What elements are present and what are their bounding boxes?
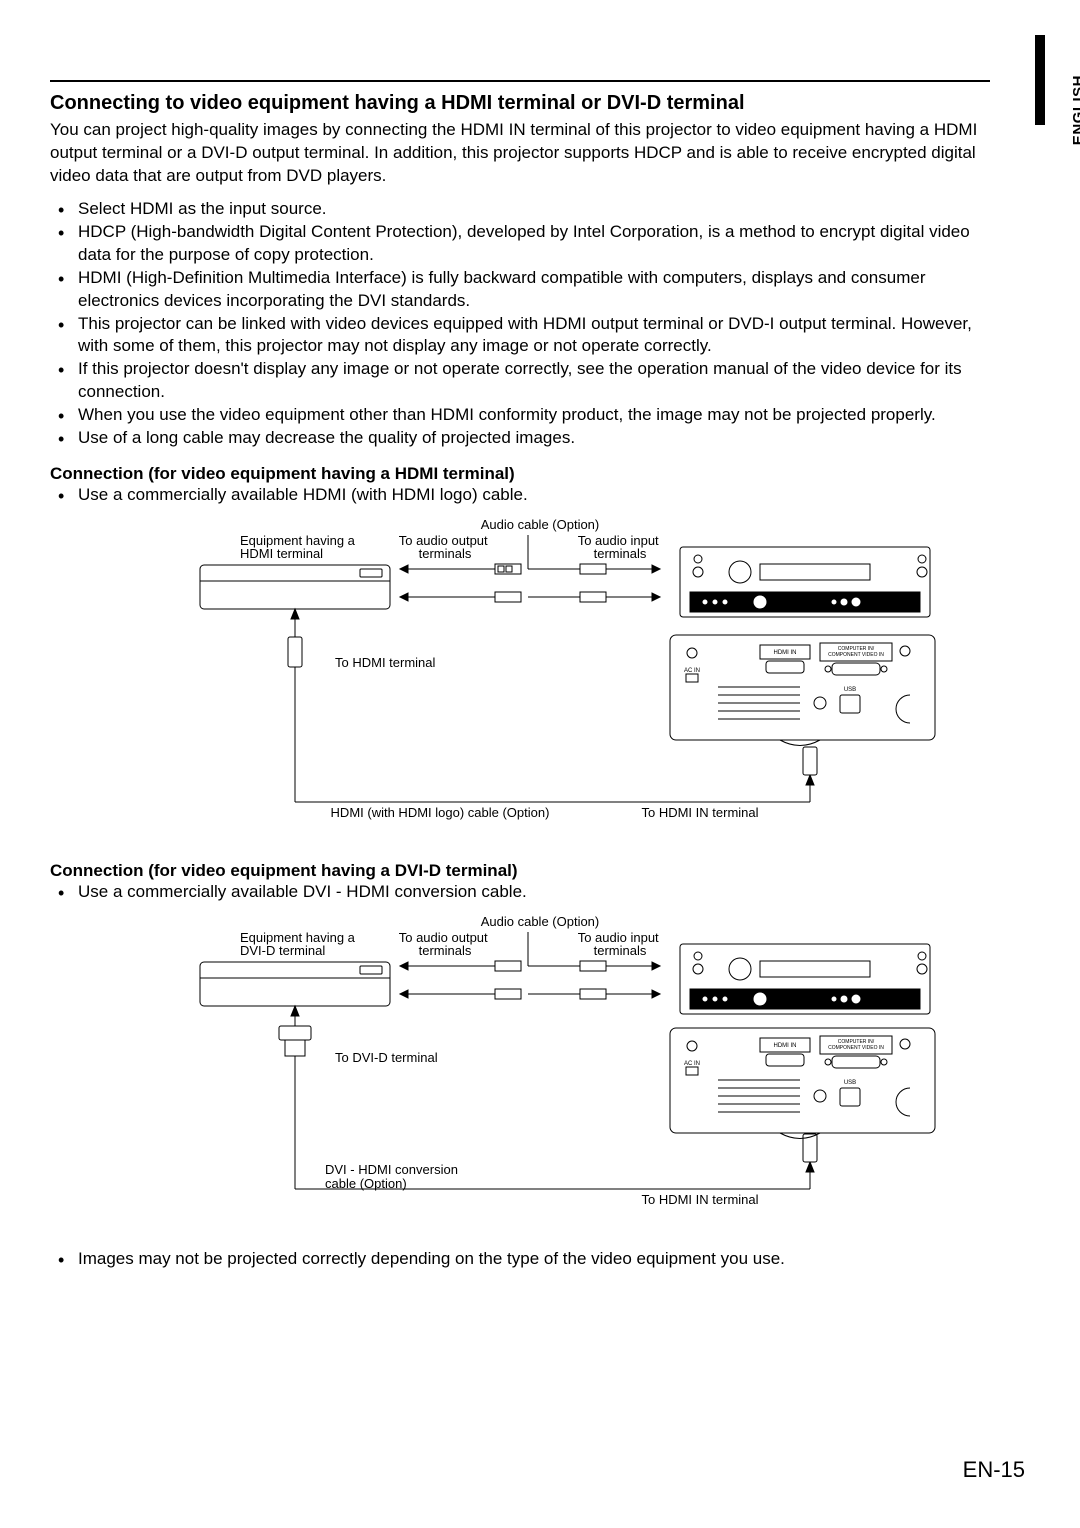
svg-text:HDMI IN: HDMI IN <box>774 650 797 656</box>
hdmi-section-title: Connection (for video equipment having a… <box>50 464 1030 484</box>
terminal-label: To HDMI terminal <box>335 655 436 670</box>
main-bullet-list: Select HDMI as the input source. HDCP (H… <box>50 198 990 450</box>
audio-out-label: To audio output terminals <box>399 533 492 561</box>
list-item: This projector can be linked with video … <box>50 313 990 359</box>
list-item: HDCP (High-bandwidth Digital Content Pro… <box>50 221 990 267</box>
list-item: Use a commercially available DVI - HDMI … <box>50 881 990 904</box>
equipment-label: Equipment having a HDMI terminal <box>240 533 359 561</box>
hdmi-sub-list: Use a commercially available HDMI (with … <box>50 484 990 507</box>
list-item: If this projector doesn't display any im… <box>50 358 990 404</box>
list-item: Images may not be projected correctly de… <box>50 1248 990 1271</box>
hdmi-in-label: To HDMI IN terminal <box>641 1192 758 1207</box>
svg-text:AC IN: AC IN <box>684 668 700 674</box>
audio-cable-label: Audio cable (Option) <box>481 517 600 532</box>
hdmi-diagram: Audio cable (Option) Equipment having a … <box>140 517 940 837</box>
top-rule <box>50 80 990 82</box>
list-item: When you use the video equipment other t… <box>50 404 990 427</box>
dvid-section-title: Connection (for video equipment having a… <box>50 861 1030 881</box>
svg-text:COMPONENT VIDEO IN: COMPONENT VIDEO IN <box>828 1045 884 1051</box>
page-heading: Connecting to video equipment having a H… <box>50 92 1030 115</box>
svg-text:USB: USB <box>844 1080 856 1086</box>
cable-label: DVI - HDMI conversion cable (Option) <box>325 1162 462 1191</box>
terminal-label: To DVI-D terminal <box>335 1050 438 1065</box>
projector-icon: AC IN HDMI IN COMPUTER IN/ COMPONENT VID… <box>670 1028 935 1139</box>
svg-text:USB: USB <box>844 687 856 693</box>
hdmi-in-label: To HDMI IN terminal <box>641 805 758 820</box>
audio-out-label: To audio output terminals <box>399 930 492 958</box>
side-tab <box>1035 35 1045 125</box>
list-item: Use a commercially available HDMI (with … <box>50 484 990 507</box>
projector-icon: AC IN HDMI IN COMPUTER IN/ COMPONENT VID… <box>670 635 935 746</box>
audio-in-label: To audio input terminals <box>578 533 663 561</box>
page-number: EN-15 <box>963 1457 1025 1483</box>
svg-text:HDMI IN: HDMI IN <box>774 1043 797 1049</box>
audio-cable-label: Audio cable (Option) <box>481 914 600 929</box>
cable-label: HDMI (with HDMI logo) cable (Option) <box>331 805 550 820</box>
intro-paragraph: You can project high-quality images by c… <box>50 119 990 188</box>
language-label: ENGLISH <box>1070 75 1080 145</box>
list-item: Select HDMI as the input source. <box>50 198 990 221</box>
dvid-diagram: Audio cable (Option) Equipment having a … <box>140 914 940 1224</box>
dvid-sub-list: Use a commercially available DVI - HDMI … <box>50 881 990 904</box>
svg-text:COMPONENT VIDEO IN: COMPONENT VIDEO IN <box>828 652 884 658</box>
dvid-note-list: Images may not be projected correctly de… <box>50 1248 990 1271</box>
audio-in-label: To audio input terminals <box>578 930 663 958</box>
list-item: Use of a long cable may decrease the qua… <box>50 427 990 450</box>
equipment-label: Equipment having a DVI-D terminal <box>240 930 359 958</box>
list-item: HDMI (High-Definition Multimedia Interfa… <box>50 267 990 313</box>
svg-text:AC IN: AC IN <box>684 1061 700 1067</box>
